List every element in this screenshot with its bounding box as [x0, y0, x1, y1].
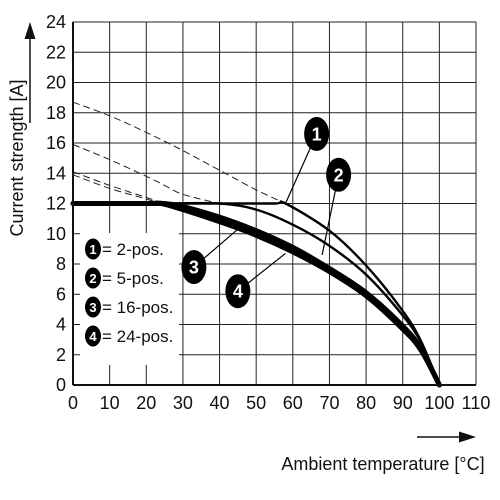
- y-tick-label: 20: [46, 73, 66, 93]
- y-tick-label: 0: [56, 375, 66, 395]
- callout-marker-label: 3: [189, 258, 199, 278]
- y-tick-label: 18: [46, 103, 66, 123]
- legend-label: = 16-pos.: [102, 298, 173, 317]
- x-tick-label: 110: [462, 393, 491, 413]
- x-tick-label: 90: [393, 393, 413, 413]
- series-line-2: [71, 201, 441, 387]
- y-axis-title: Current strength [A]: [7, 79, 27, 236]
- x-tick-label: 40: [210, 393, 230, 413]
- x-axis-title: Ambient temperature [°C]: [281, 454, 484, 474]
- legend: 1 = 2-pos. 2 = 5-pos. 3 = 16-pos. 4 = 24-pos.: [80, 233, 179, 365]
- derating-line-4: [72, 174, 162, 204]
- callout-marker-3: [181, 250, 207, 285]
- derating-line-2: [72, 144, 220, 204]
- legend-marker-label: 2: [89, 271, 96, 286]
- legend-label: = 2-pos.: [102, 240, 164, 259]
- legend-marker-label: 3: [89, 300, 96, 315]
- x-tick-label: 80: [356, 393, 376, 413]
- callout-marker-label: 2: [334, 165, 344, 185]
- legend-label: = 24-pos.: [102, 327, 173, 346]
- y-tick-label: 8: [56, 254, 66, 274]
- x-tick-label: 60: [283, 393, 303, 413]
- y-tick-label: 6: [56, 284, 66, 304]
- x-tick-label: 50: [246, 393, 266, 413]
- y-tick-label: 16: [46, 133, 66, 153]
- derating-line-1: [72, 101, 286, 204]
- series-line-4: [70, 200, 442, 388]
- legend-marker-3: [85, 296, 101, 318]
- x-tick-label: 100: [424, 393, 454, 413]
- y-tick-label: 2: [56, 345, 66, 365]
- derating-lines: [72, 101, 286, 204]
- callouts: 1 2 3 4: [181, 116, 352, 309]
- x-tick-label: 70: [319, 393, 339, 413]
- callout-marker-label: 4: [233, 282, 243, 302]
- x-tick-label: 30: [173, 393, 193, 413]
- y-tick-label: 14: [46, 163, 66, 183]
- legend-marker-label: 4: [89, 329, 97, 344]
- x-axis-arrow: [417, 431, 476, 443]
- legend-label: = 5-pos.: [102, 269, 164, 288]
- y-tick-label: 10: [46, 224, 66, 244]
- y-tick-label: 4: [56, 315, 66, 335]
- x-tick-label: 20: [136, 393, 156, 413]
- tick-labels: 0 10 20 30 40 50 60 70 80 90 100 110024681012141618…: [46, 12, 490, 413]
- data-series: [70, 200, 442, 388]
- x-tick-label: 0: [68, 393, 78, 413]
- derating-line-3: [72, 171, 165, 204]
- legend-marker-4: [85, 325, 101, 347]
- legend-marker-label: 1: [89, 242, 96, 257]
- legend-marker-2: [85, 267, 101, 289]
- x-tick-label: 10: [100, 393, 120, 413]
- axes: [72, 22, 476, 386]
- y-axis-arrow: [24, 22, 36, 123]
- callout-marker-label: 1: [312, 124, 322, 144]
- y-tick-label: 24: [46, 12, 66, 32]
- callout-marker-1: [304, 116, 330, 151]
- callout-marker-4: [225, 274, 251, 309]
- legend-marker-1: [85, 238, 101, 260]
- callout-marker-2: [326, 157, 352, 192]
- y-tick-label: 22: [46, 42, 66, 62]
- y-tick-label: 12: [46, 194, 66, 214]
